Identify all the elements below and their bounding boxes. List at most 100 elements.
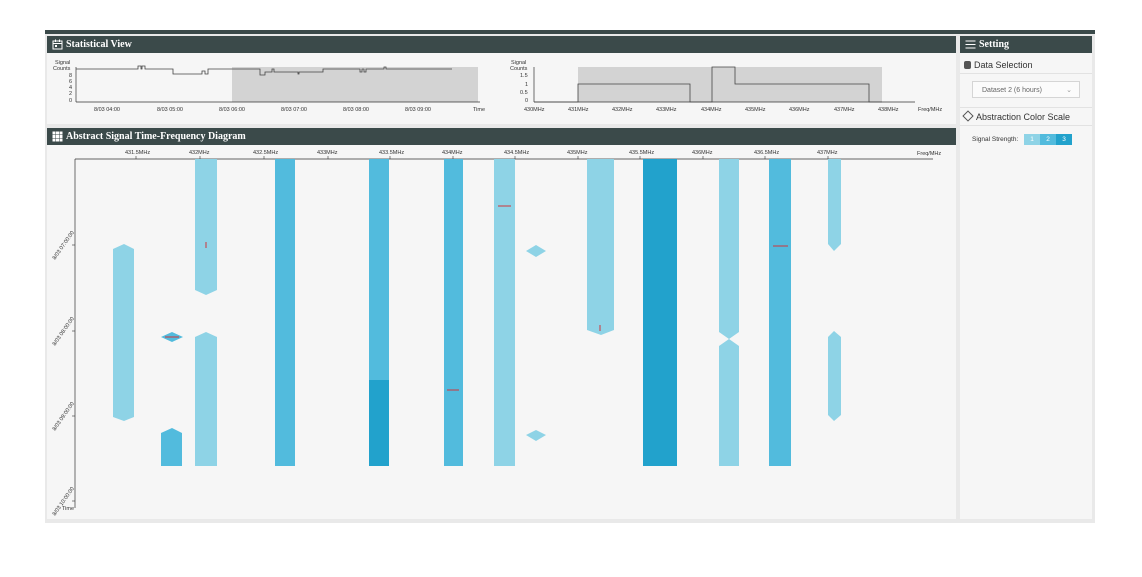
diagram-x-ticks: 431.5MHz 432MHz 432.5MHz 433MHz 433.5MHz 434M… — [125, 150, 838, 159]
top-bar — [45, 30, 1095, 34]
time-xtick: 8/03 06:00 — [219, 107, 245, 113]
freq-brush-selection[interactable] — [578, 67, 882, 102]
data-selection-section: Data Selection — [964, 60, 1033, 70]
tag-icon — [962, 110, 974, 122]
time-xtick: 8/03 08:00 — [343, 107, 369, 113]
data-selection-label: Data Selection — [974, 60, 1033, 70]
freq-ytick: 0.5 — [520, 90, 528, 96]
strength-level-3[interactable]: 3 — [1056, 134, 1072, 145]
freq-xtick: 435MHz — [745, 107, 766, 113]
statistics-charts: Signal Counts 8 6 4 2 0 8/03 04:00 8/03 … — [53, 60, 942, 113]
menu-icon — [965, 40, 976, 49]
signal-block[interactable] — [369, 159, 389, 380]
divider — [960, 73, 1092, 74]
signal-block[interactable] — [769, 159, 791, 466]
freq-xtick: 433MHz — [656, 107, 677, 113]
signal-block[interactable] — [719, 159, 739, 466]
statistical-view-panel: Statistical View Signal Counts 8 6 4 2 0… — [47, 36, 956, 124]
freq-chart-ylabel-2: Counts — [510, 66, 528, 72]
signal-block[interactable] — [494, 159, 515, 466]
signal-block[interactable] — [828, 159, 841, 251]
time-count-line — [76, 65, 452, 76]
freq-chart-ylabel-1: Signal — [511, 60, 526, 66]
freq-xtick: 432MHz — [612, 107, 633, 113]
time-xtick: 8/03 04:00 — [94, 107, 120, 113]
signal-block[interactable] — [161, 428, 182, 466]
frequency-histogram: Signal Counts 1.5 1 0.5 0 430MHz 431MHz … — [510, 60, 942, 113]
strength-level-1[interactable]: 1 — [1024, 134, 1040, 145]
time-xtick: 8/03 05:00 — [157, 107, 183, 113]
setting-title: Setting — [979, 39, 1009, 50]
dataset-select-value: Dataset 2 (6 hours) — [982, 87, 1042, 94]
signal-block[interactable] — [828, 331, 841, 421]
diagram-y-tick-label: 8/03 09:00:00 — [52, 401, 76, 432]
diagram-title: Abstract Signal Time-Frequency Diagram — [66, 131, 246, 142]
diagram-x-tick-label: 432.5MHz — [253, 150, 278, 156]
signal-block[interactable] — [195, 159, 217, 295]
color-scale-section: Abstraction Color Scale — [962, 110, 1071, 122]
diagram-x-tick-label: 433.5MHz — [379, 150, 404, 156]
diagram-panel: Abstract Signal Time-Frequency Diagram F… — [47, 128, 956, 519]
divider — [960, 125, 1092, 126]
statistical-view-title: Statistical View — [66, 39, 132, 50]
signal-block[interactable] — [113, 244, 134, 421]
freq-xtick: 430MHz — [524, 107, 545, 113]
freq-count-line — [534, 66, 882, 103]
diagram-y-tick-label: 8/03 10:00:00 — [52, 486, 76, 517]
signal-block[interactable] — [444, 159, 463, 466]
time-histogram: Signal Counts 8 6 4 2 0 8/03 04:00 8/03 … — [53, 60, 485, 113]
time-ytick: 6 — [69, 79, 72, 85]
time-chart-ylabel-2: Counts — [53, 66, 71, 72]
diagram-y-ticks: 8/03 07:00:00 8/03 08:00:00 8/03 09:00:00 8… — [52, 230, 76, 517]
diagram-y-tick-label: 8/03 07:00:00 — [52, 230, 76, 261]
time-ytick: 2 — [69, 91, 72, 97]
freq-xtick: 438MHz — [878, 107, 899, 113]
freq-ytick: 1 — [525, 82, 528, 88]
freq-xlabel: Freq/MHz — [918, 107, 942, 113]
dataset-select[interactable]: Dataset 2 (6 hours) ⌄ — [972, 81, 1080, 98]
freq-xtick: 436MHz — [789, 107, 810, 113]
freq-xtick: 437MHz — [834, 107, 855, 113]
diagram-x-tick-label: 432MHz — [189, 150, 210, 156]
diagram-xlabel: Freq/MHz — [917, 151, 941, 157]
diagram-x-tick-label: 433MHz — [317, 150, 338, 156]
statistical-view-header: Statistical View — [47, 36, 956, 53]
diagram-x-tick-label: 434.5MHz — [504, 150, 529, 156]
freq-ytick: 0 — [525, 98, 528, 104]
signal-block[interactable] — [643, 159, 677, 466]
time-brush-selection[interactable] — [232, 67, 478, 102]
strength-level-2[interactable]: 2 — [1040, 134, 1056, 145]
time-xtick: 8/03 09:00 — [405, 107, 431, 113]
signal-block[interactable] — [369, 380, 389, 466]
freq-ytick: 1.5 — [520, 73, 528, 79]
divider — [960, 107, 1092, 108]
signal-block[interactable] — [275, 159, 295, 466]
signal-block[interactable] — [526, 245, 546, 257]
time-frequency-diagram[interactable]: Freq/MHz 431.5MHz 432MHz 432.5MHz 433MHz 433… — [47, 145, 956, 519]
color-scale-label: Abstraction Color Scale — [976, 112, 1071, 122]
diagram-x-tick-label: 435.5MHz — [629, 150, 654, 156]
setting-panel: Setting Data Selection Dataset 2 (6 hour… — [960, 36, 1092, 519]
diagram-x-tick-label: 434MHz — [442, 150, 463, 156]
calendar-icon — [52, 39, 63, 50]
diagram-x-tick-label: 437MHz — [817, 150, 838, 156]
grid-icon — [52, 131, 63, 142]
diagram-x-tick-label: 436MHz — [692, 150, 713, 156]
database-icon — [964, 61, 971, 69]
diagram-x-tick-label: 431.5MHz — [125, 150, 150, 156]
diagram-header: Abstract Signal Time-Frequency Diagram — [47, 128, 956, 145]
signal-block[interactable] — [587, 159, 614, 335]
diagram-x-tick-label: 435MHz — [567, 150, 588, 156]
time-xtick: 8/03 07:00 — [281, 107, 307, 113]
diagram-y-tick-label: 8/03 08:00:00 — [52, 316, 76, 347]
time-ytick: 0 — [69, 98, 72, 104]
time-ytick: 8 — [69, 73, 72, 79]
freq-xtick: 434MHz — [701, 107, 722, 113]
setting-header: Setting — [960, 36, 1092, 53]
signal-strength-label: Signal Strength: — [972, 136, 1019, 143]
diagram-x-tick-label: 436.5MHz — [754, 150, 779, 156]
diagram-ylabel: Time — [62, 506, 74, 512]
signal-block[interactable] — [526, 430, 546, 441]
time-ytick: 4 — [69, 85, 72, 91]
signal-block[interactable] — [195, 332, 217, 466]
